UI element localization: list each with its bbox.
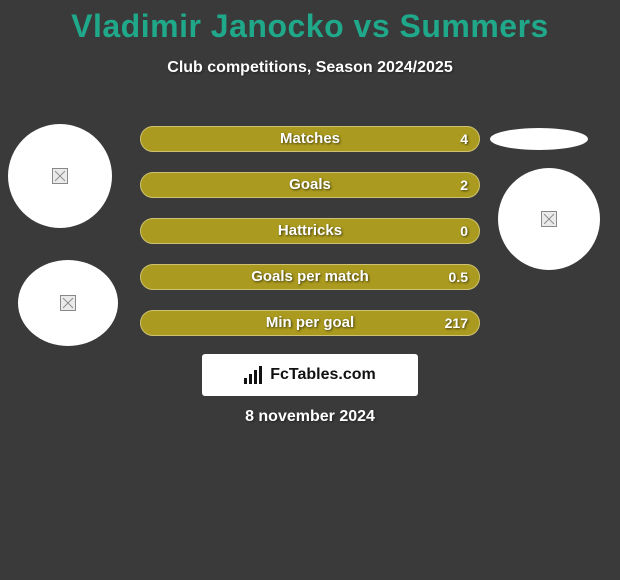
bar-label: Goals per match: [140, 264, 480, 290]
placeholder-icon: [541, 211, 557, 227]
subtitle: Club competitions, Season 2024/2025: [0, 59, 620, 77]
player-left-avatar-1: [8, 124, 112, 228]
bar-value: 2: [460, 172, 468, 198]
bar-row: Goals 2: [140, 172, 480, 198]
player-right-ellipse: [490, 128, 588, 150]
bar-row: Goals per match 0.5: [140, 264, 480, 290]
brand-badge: FcTables.com: [202, 354, 418, 396]
bar-value: 217: [445, 310, 468, 336]
stats-bar-chart: Matches 4 Goals 2 Hattricks 0 Goals per …: [140, 126, 480, 356]
bar-label: Matches: [140, 126, 480, 152]
bar-value: 0: [460, 218, 468, 244]
bar-label: Goals: [140, 172, 480, 198]
page-title: Vladimir Janocko vs Summers: [0, 0, 620, 45]
player-left-avatar-2: [18, 260, 118, 346]
placeholder-icon: [52, 168, 68, 184]
bar-label: Hattricks: [140, 218, 480, 244]
placeholder-icon: [60, 295, 76, 311]
brand-text: FcTables.com: [270, 366, 376, 384]
bar-chart-icon: [244, 366, 264, 384]
bar-label: Min per goal: [140, 310, 480, 336]
bar-value: 4: [460, 126, 468, 152]
bar-row: Matches 4: [140, 126, 480, 152]
bar-row: Hattricks 0: [140, 218, 480, 244]
bar-value: 0.5: [449, 264, 468, 290]
player-right-avatar: [498, 168, 600, 270]
bar-row: Min per goal 217: [140, 310, 480, 336]
date-label: 8 november 2024: [0, 408, 620, 426]
